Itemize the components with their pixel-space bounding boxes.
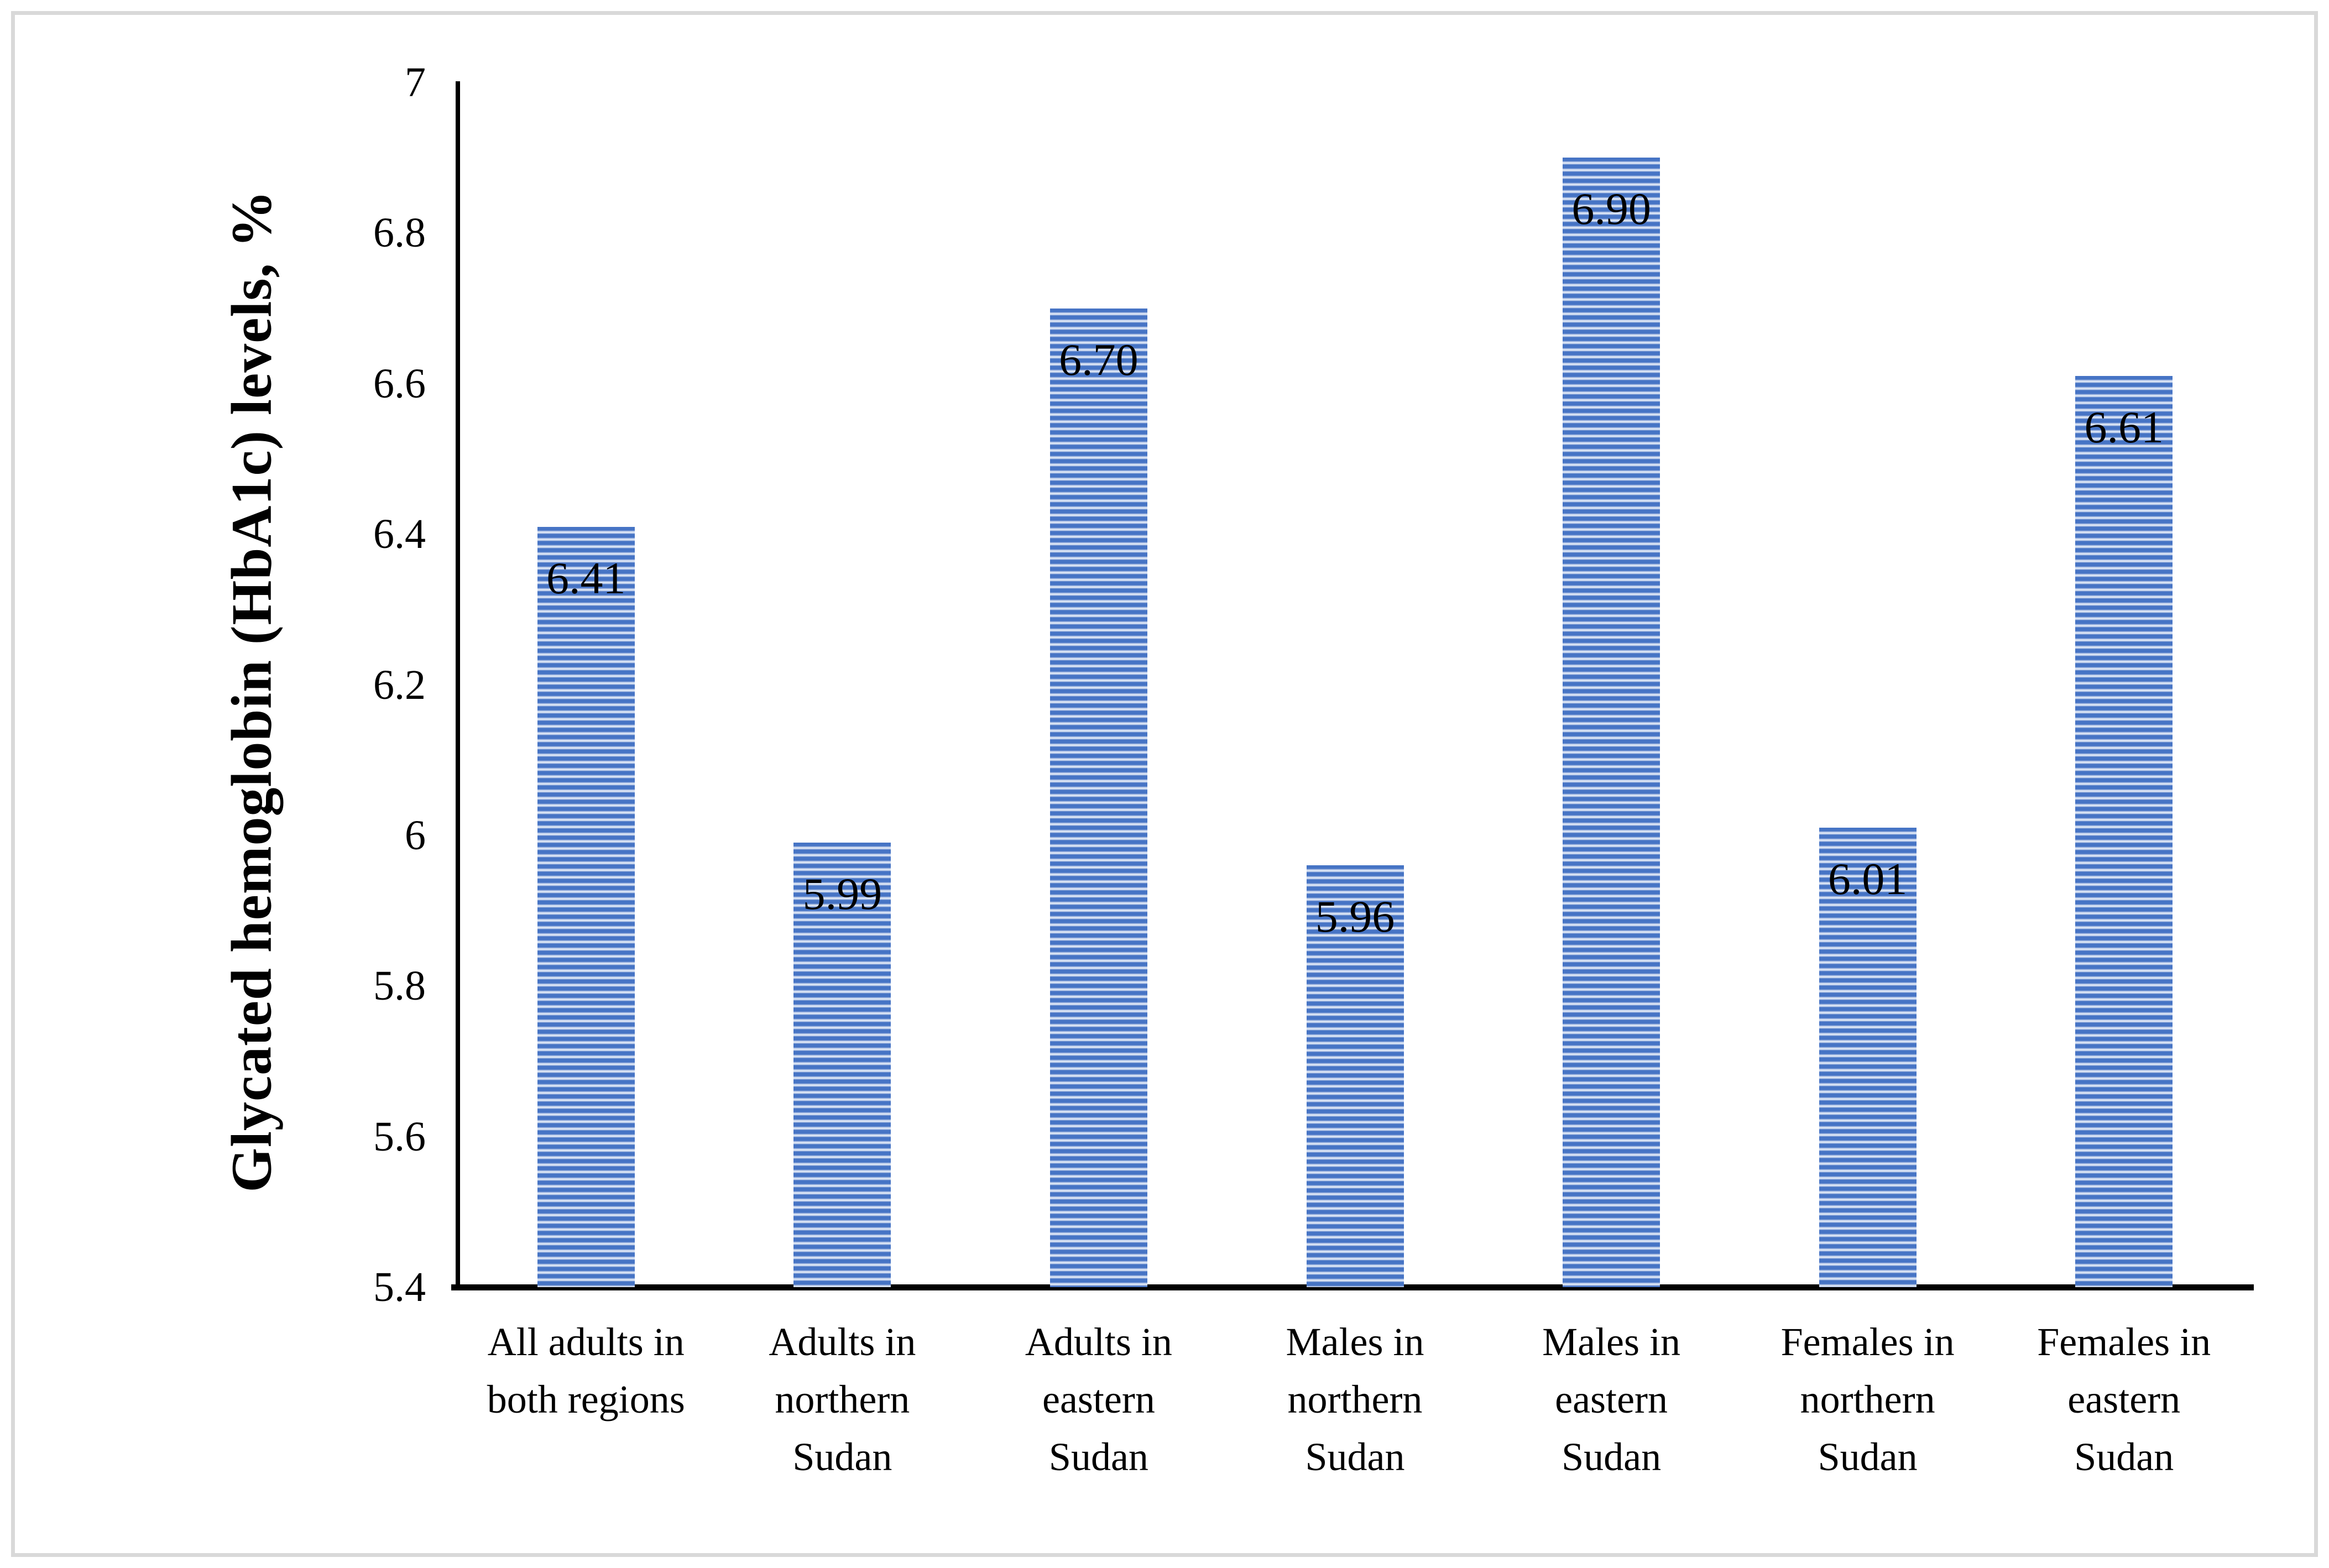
figure-border	[11, 11, 2318, 1557]
x-category-label: Females in northern Sudan	[1740, 1313, 1996, 1486]
y-tick-label: 6.8	[373, 210, 426, 257]
x-category-label: Males in northern Sudan	[1227, 1313, 1484, 1486]
x-category-label-line: both regions	[487, 1377, 685, 1421]
x-category-label: Adults in northern Sudan	[714, 1313, 971, 1486]
y-tick-label: 6.6	[373, 360, 426, 407]
bar-value-label: 6.61	[2084, 402, 2164, 453]
x-axis-line	[451, 1284, 2254, 1290]
x-category-label-line: Males in	[1286, 1320, 1424, 1364]
y-tick-label: 7	[405, 59, 426, 106]
y-axis-line	[456, 81, 460, 1290]
x-category-label-line: Adults in	[769, 1320, 916, 1364]
bar: 5.99	[793, 843, 891, 1287]
y-tick-label: 5.6	[373, 1113, 426, 1160]
x-category-label: Adults in eastern Sudan	[970, 1313, 1227, 1486]
y-tick-label: 5.8	[373, 963, 426, 1010]
x-category-label-line: Sudan	[792, 1435, 892, 1479]
x-category-label: Females in eastern Sudan	[1996, 1313, 2252, 1486]
x-category-label-line: Adults in	[1025, 1320, 1172, 1364]
bar: 6.70	[1049, 308, 1147, 1287]
x-category-label-line: Sudan	[1305, 1435, 1405, 1479]
x-category-label-line: Sudan	[1818, 1435, 1918, 1479]
y-tick-label: 6.4	[373, 511, 426, 558]
bar-value-label: 6.70	[1059, 334, 1139, 385]
y-tick-label: 5.4	[373, 1264, 426, 1310]
bar-value-label: 6.41	[546, 552, 626, 603]
x-category-label-line: Males in	[1542, 1320, 1681, 1364]
x-category-label-line: northern	[775, 1377, 910, 1421]
y-tick-label: 6.2	[373, 661, 426, 708]
bar: 5.96	[1306, 865, 1404, 1287]
x-category-label-line: Females in	[2037, 1320, 2211, 1364]
bar: 6.41	[537, 526, 635, 1287]
bar-value-label: 5.99	[802, 869, 882, 919]
x-category-label-line: Sudan	[1048, 1435, 1148, 1479]
x-category-label-line: eastern	[2067, 1377, 2181, 1421]
x-category-label-line: northern	[1800, 1377, 1935, 1421]
x-category-label-line: Sudan	[1562, 1435, 1662, 1479]
y-tick-label: 6	[405, 812, 426, 859]
bar-value-label: 6.01	[1827, 854, 1908, 905]
bar: 6.01	[1819, 828, 1917, 1287]
bar-value-label: 6.90	[1571, 184, 1651, 234]
bar-value-label: 5.96	[1315, 891, 1395, 942]
x-category-label-line: Females in	[1780, 1320, 1955, 1364]
x-category-label-line: northern	[1287, 1377, 1423, 1421]
x-category-label-line: eastern	[1555, 1377, 1668, 1421]
bar: 6.90	[1563, 158, 1660, 1287]
x-category-label-line: eastern	[1042, 1377, 1155, 1421]
x-category-label-line: Sudan	[2074, 1435, 2174, 1479]
x-category-label-line: All adults in	[487, 1320, 685, 1364]
x-category-label: All adults in both regions	[458, 1313, 714, 1428]
x-category-label: Males in eastern Sudan	[1483, 1313, 1740, 1486]
bar: 6.61	[2075, 376, 2173, 1287]
